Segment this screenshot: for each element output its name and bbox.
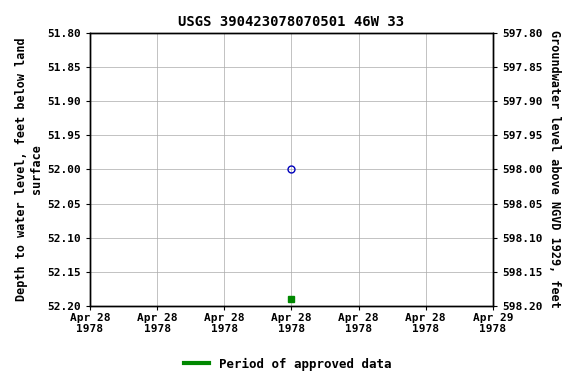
Y-axis label: Depth to water level, feet below land
surface: Depth to water level, feet below land su… bbox=[15, 38, 43, 301]
Legend: Period of approved data: Period of approved data bbox=[179, 353, 397, 376]
Y-axis label: Groundwater level above NGVD 1929, feet: Groundwater level above NGVD 1929, feet bbox=[548, 30, 561, 308]
Title: USGS 390423078070501 46W 33: USGS 390423078070501 46W 33 bbox=[179, 15, 404, 29]
